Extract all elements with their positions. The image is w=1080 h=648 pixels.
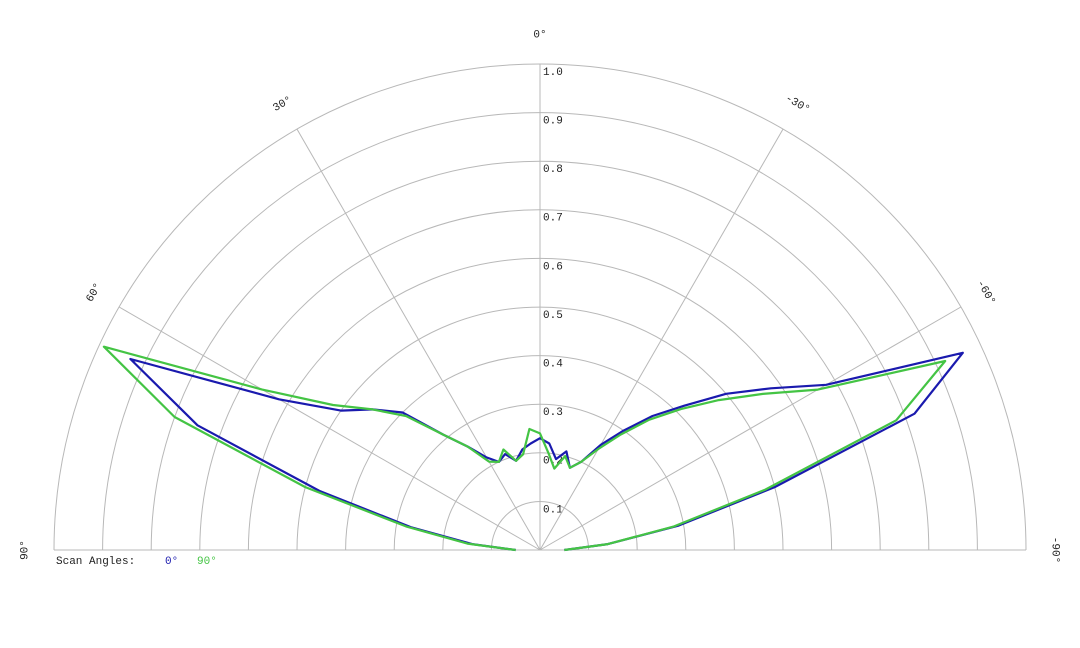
r-tick-label: 0.4 xyxy=(543,359,563,371)
angle-tick-label: -30° xyxy=(783,93,812,117)
series-line xyxy=(102,345,947,552)
r-tick-label: 1.0 xyxy=(543,67,563,79)
legend-entry: 0° xyxy=(165,556,178,568)
legend-entry: 90° xyxy=(197,556,217,568)
angle-tick-label: -60° xyxy=(974,278,998,307)
r-tick-label: 0.1 xyxy=(543,504,563,516)
grid-spoke xyxy=(296,128,541,551)
legend-title: Scan Angles: xyxy=(56,556,135,568)
grid-spoke xyxy=(118,306,541,551)
r-tick-label: 0.7 xyxy=(543,213,563,225)
series-line xyxy=(129,351,964,552)
grid-spoke xyxy=(539,128,784,551)
r-tick-label: 0.3 xyxy=(543,407,563,419)
r-tick-label: 0.5 xyxy=(543,310,563,322)
angle-tick-label: 0° xyxy=(533,30,546,42)
r-tick-label: 0.9 xyxy=(543,116,563,128)
r-tick-label: 0.6 xyxy=(543,261,563,273)
grid-spoke xyxy=(539,306,962,551)
angle-tick-label: 60° xyxy=(84,281,104,304)
angle-tick-label: 30° xyxy=(271,94,294,114)
angle-tick-label: -90° xyxy=(1048,537,1060,563)
angle-tick-label: 90° xyxy=(20,540,32,560)
r-tick-label: 0.8 xyxy=(543,164,563,176)
